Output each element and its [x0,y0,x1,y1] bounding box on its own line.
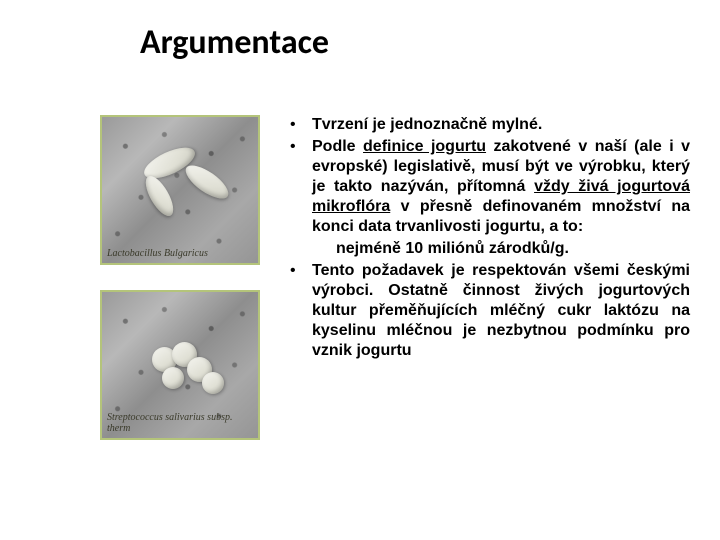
bullet-2-text: Podle definice jogurtu zakotvené v naší … [312,137,690,237]
image-caption-top: Lactobacillus Bulgaricus [107,248,208,259]
microbe-image-lactobacillus: Lactobacillus Bulgaricus [100,115,260,265]
text-column: • Tvrzení je jednoznačně mylné. • Podle … [290,115,690,363]
bullet-2-underline-1: definice jogurtu [363,138,486,155]
image-column: Lactobacillus Bulgaricus Streptococcus s… [100,115,260,465]
bullet-dot-icon: • [290,137,312,237]
indent-line: nejméně 10 miliónů zárodků/g. [336,239,690,259]
bullet-2-part-a: Podle [312,138,363,155]
bullet-3: • Tento požadavek je respektován všemi č… [290,261,690,361]
bullet-dot-icon: • [290,261,312,361]
bullet-1-text: Tvrzení je jednoznačně mylné. [312,115,690,135]
bullet-dot-icon: • [290,115,312,135]
bullet-3-text: Tento požadavek je respektován všemi čes… [312,261,690,361]
bullet-1: • Tvrzení je jednoznačně mylné. [290,115,690,135]
page-title: Argumentace [140,22,329,63]
image-caption-bottom: Streptococcus salivarius subsp. therm [107,412,258,434]
microbe-image-streptococcus: Streptococcus salivarius subsp. therm [100,290,260,440]
bullet-2: • Podle definice jogurtu zakotvené v naš… [290,137,690,237]
